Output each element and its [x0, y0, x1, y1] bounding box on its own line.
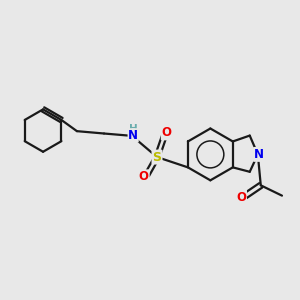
Text: S: S: [152, 151, 161, 164]
Text: N: N: [254, 148, 264, 161]
Text: O: O: [162, 126, 172, 140]
Text: O: O: [236, 190, 246, 204]
Text: H: H: [129, 124, 137, 134]
Text: N: N: [128, 129, 138, 142]
Text: O: O: [139, 170, 149, 183]
